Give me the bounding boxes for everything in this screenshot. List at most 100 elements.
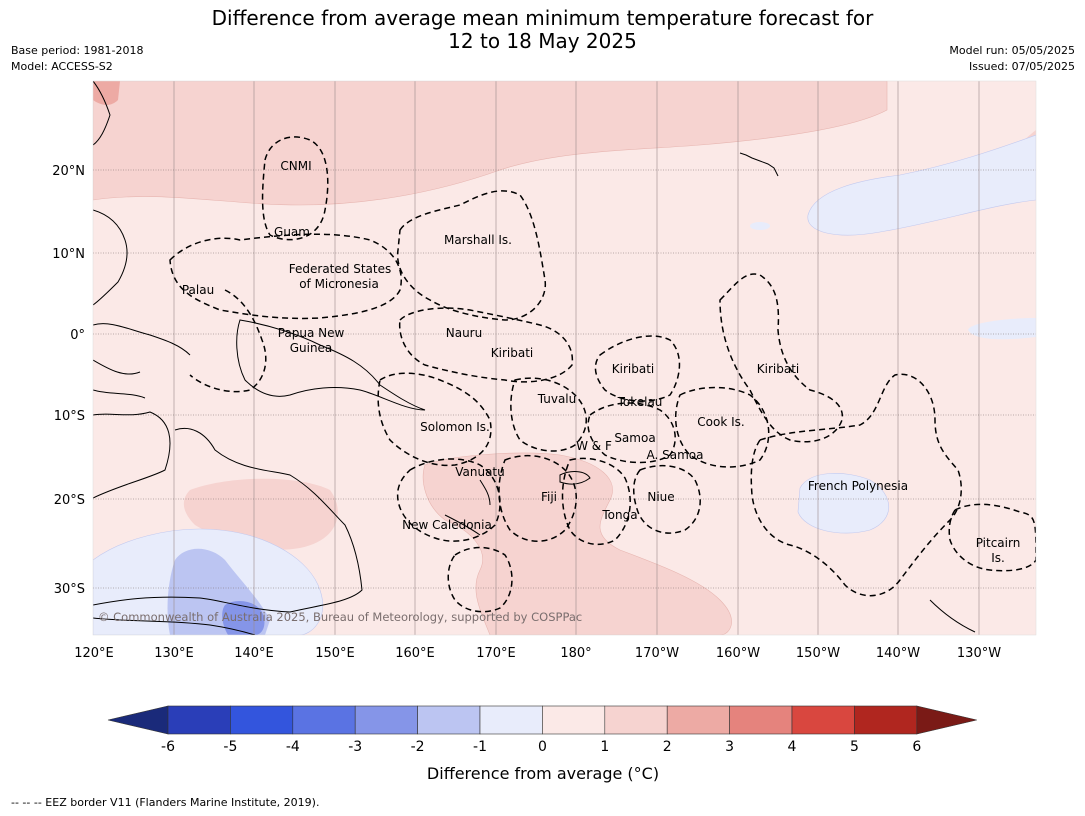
colorbar-label: Difference from average (°C) xyxy=(427,764,659,783)
colorbar-segment xyxy=(666,705,730,735)
colorbar-segment xyxy=(854,705,918,735)
eez-fiji xyxy=(498,454,577,542)
lat-label: 20°S xyxy=(54,493,85,508)
colorbar-tick-label: -6 xyxy=(161,739,175,755)
issued-date: Issued: 07/05/2025 xyxy=(968,60,1075,73)
lat-label: 20°N xyxy=(52,164,85,179)
colorbar-tick-labels: -6 -5 -4 -3 -2 -1 0 1 2 3 4 5 6 xyxy=(161,739,921,755)
lon-label: 130°E xyxy=(154,646,194,661)
eez-png xyxy=(189,289,267,393)
meta-right: Model run: 05/05/2025 Issued: 07/05/2025 xyxy=(949,43,1075,75)
lat-label: 0° xyxy=(70,328,85,343)
colorbar-extend-low xyxy=(107,705,169,735)
label-kiribati-gilbert: Kiribati xyxy=(491,346,533,360)
lat-label: 30°S xyxy=(54,582,85,597)
eez-borders xyxy=(169,136,1036,613)
eez-cnmi-guam xyxy=(261,136,329,241)
label-kiribati-line: Kiribati xyxy=(757,362,799,376)
new-guinea-coast xyxy=(236,319,426,411)
label-micronesia-1: Federated States xyxy=(289,262,391,276)
anomaly-cool-spot xyxy=(750,222,770,230)
lon-label: 160°W xyxy=(716,646,760,661)
title-line-1: Difference from average mean minimum tem… xyxy=(211,6,874,30)
colorbar-tick-label: -5 xyxy=(223,739,237,755)
label-pitcairn-2: Is. xyxy=(991,551,1005,565)
latitude-gridlines xyxy=(93,169,1036,589)
label-micronesia-2: of Micronesia xyxy=(299,277,379,291)
base-period: Base period: 1981-2018 xyxy=(11,44,144,57)
colorbar-segment xyxy=(729,705,793,735)
vanuatu-coast xyxy=(479,479,491,506)
eez-tokelau-samoa xyxy=(587,402,676,464)
eez-norfolk xyxy=(447,546,513,613)
eez-new-caledonia xyxy=(396,458,501,542)
label-marshall: Marshall Is. xyxy=(444,233,512,247)
map-panel: © Commonwealth of Australia 2025, Bureau… xyxy=(93,81,1036,635)
label-png-2: Guinea xyxy=(290,341,333,355)
anomaly-patch-northwest xyxy=(93,81,120,105)
colorbar xyxy=(107,705,977,735)
lon-label: 170°W xyxy=(635,646,679,661)
australia-east-coast xyxy=(93,427,363,613)
anomaly-band-north xyxy=(93,81,888,206)
label-niue: Niue xyxy=(647,490,674,504)
lon-label: 140°W xyxy=(876,646,920,661)
title-line-2: 12 to 18 May 2025 xyxy=(448,29,637,53)
eez-kiribati-phoenix xyxy=(594,335,681,402)
colorbar-segment xyxy=(417,705,481,735)
coastlines xyxy=(93,81,976,635)
lat-label: 10°N xyxy=(52,247,85,262)
latitude-labels: 20°N 10°N 0° 10°S 20°S 30°S xyxy=(52,164,85,597)
label-french-polynesia: French Polynesia xyxy=(808,479,908,493)
colorbar-segment xyxy=(292,705,356,735)
colorbar-tick-label: 6 xyxy=(912,739,921,755)
colorbar-tick-label: 2 xyxy=(663,739,672,755)
label-tuvalu: Tuvalu xyxy=(537,392,577,406)
colorbar-segment xyxy=(354,705,418,735)
label-png-1: Papua New xyxy=(278,326,345,340)
lon-label: 160°E xyxy=(395,646,435,661)
map-title: Difference from average mean minimum tem… xyxy=(0,7,1085,53)
label-cook: Cook Is. xyxy=(697,415,744,429)
hawaii-islands xyxy=(739,152,779,177)
colorbar-tick-label: 1 xyxy=(600,739,609,755)
label-new-caledonia: New Caledonia xyxy=(402,518,492,532)
label-tokelau: Tokelau xyxy=(617,395,663,409)
indonesia-coast xyxy=(93,323,191,356)
label-samoa: Samoa xyxy=(614,431,655,445)
colorbar-tick-label: 5 xyxy=(850,739,859,755)
lon-label: 120°E xyxy=(74,646,114,661)
colorbar-tick-label: -2 xyxy=(411,739,425,755)
philippines-coast xyxy=(93,209,128,306)
colorbar-tick-label: -3 xyxy=(348,739,362,755)
eez-kiribati-line xyxy=(719,273,844,443)
longitude-labels: 120°E 130°E 140°E 150°E 160°E 170°E 180°… xyxy=(74,646,1001,661)
label-cnmi: CNMI xyxy=(280,159,311,173)
label-palau: Palau xyxy=(182,283,214,297)
copyright-text: © Commonwealth of Australia 2025, Bureau… xyxy=(98,610,582,624)
colorbar-tick-label: 0 xyxy=(538,739,547,755)
lon-label: 140°E xyxy=(234,646,274,661)
eez-tuvalu xyxy=(510,377,587,452)
label-tonga: Tonga xyxy=(601,508,637,522)
eez-pitcairn xyxy=(948,503,1036,572)
model-run: Model run: 05/05/2025 xyxy=(949,44,1075,57)
eez-tonga xyxy=(561,457,631,546)
lon-label: 170°E xyxy=(476,646,516,661)
model-name: Model: ACCESS-S2 xyxy=(11,60,113,73)
label-kiribati-phoenix: Kiribati xyxy=(612,362,654,376)
new-caledonia-coast xyxy=(444,514,481,536)
colorbar-segment xyxy=(604,705,668,735)
lon-label: 180° xyxy=(560,646,591,661)
australia-south-coast xyxy=(93,617,256,635)
label-solomon: Solomon Is. xyxy=(420,420,490,434)
label-guam: Guam xyxy=(274,225,310,239)
label-nauru: Nauru xyxy=(446,326,482,340)
anomaly-cool-polynesia xyxy=(797,473,890,534)
eez-solomon xyxy=(377,372,492,467)
eez-cook-north xyxy=(674,386,770,468)
label-american-samoa: A. Samoa xyxy=(647,448,704,462)
colorbar-segment xyxy=(479,705,543,735)
fiji-coast xyxy=(559,471,591,485)
